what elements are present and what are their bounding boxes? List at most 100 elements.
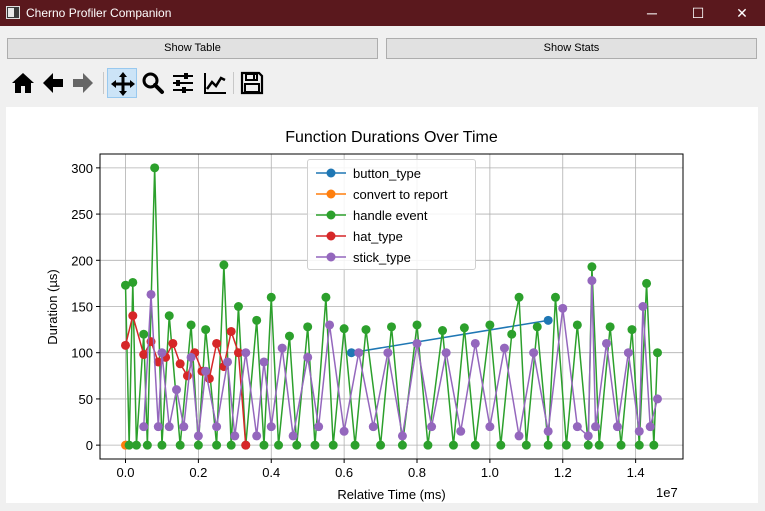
data-point: [529, 348, 539, 358]
data-point: [266, 422, 276, 432]
y-tick-label: 250: [71, 207, 93, 222]
data-point: [591, 422, 601, 432]
data-point: [514, 292, 524, 302]
legend-swatch: [316, 168, 346, 178]
data-point: [314, 422, 324, 432]
data-point: [277, 343, 287, 353]
data-point: [561, 440, 571, 450]
legend-swatch: [316, 210, 346, 220]
data-point: [354, 348, 364, 358]
close-button[interactable]: ✕: [736, 5, 748, 21]
data-point: [638, 302, 648, 311]
data-point: [634, 440, 644, 450]
data-point: [241, 348, 251, 358]
y-tick-label: 0: [86, 438, 93, 453]
data-point: [448, 440, 458, 450]
save-button[interactable]: [237, 68, 267, 98]
data-point: [387, 322, 396, 332]
chart-title: Function Durations Over Time: [285, 129, 498, 146]
y-tick-label: 300: [71, 161, 93, 176]
zoom-button[interactable]: [138, 68, 168, 98]
show-table-button[interactable]: Show Table: [7, 38, 378, 59]
data-point: [146, 289, 156, 299]
data-point: [412, 338, 422, 348]
data-point: [142, 440, 152, 450]
data-point: [459, 323, 469, 333]
data-point: [543, 315, 553, 325]
data-point: [274, 440, 284, 450]
data-point: [128, 311, 138, 321]
legend-swatch: [316, 231, 346, 241]
data-point: [233, 302, 243, 311]
data-point: [212, 440, 222, 450]
data-point: [186, 352, 196, 362]
data-point: [153, 422, 163, 432]
back-button[interactable]: [38, 68, 68, 98]
data-point: [368, 422, 378, 432]
data-point: [321, 292, 331, 302]
legend-label: button_type: [353, 166, 421, 181]
legend-item: convert to report: [316, 184, 476, 204]
data-point: [325, 320, 335, 330]
data-point: [252, 315, 262, 325]
data-point: [587, 276, 597, 286]
home-button[interactable]: [8, 68, 38, 98]
data-point: [496, 440, 506, 450]
data-point: [514, 431, 524, 441]
data-point: [241, 440, 251, 450]
data-point: [350, 440, 360, 450]
data-point: [157, 348, 167, 358]
data-point: [397, 431, 407, 441]
data-point: [616, 440, 626, 450]
forward-button[interactable]: [68, 68, 98, 98]
data-point: [470, 440, 480, 450]
data-point: [397, 440, 407, 450]
data-point: [438, 326, 448, 336]
window-title: Cherno Profiler Companion: [26, 6, 172, 20]
data-point: [339, 324, 349, 334]
configure-subplots-button[interactable]: [168, 68, 198, 98]
data-point: [623, 348, 633, 358]
data-point: [532, 322, 542, 332]
pan-button[interactable]: [107, 68, 137, 98]
title-bar: Cherno Profiler Companion ─ ☐ ✕: [0, 0, 765, 26]
data-point: [346, 348, 356, 358]
data-point: [605, 322, 615, 332]
data-point: [594, 440, 604, 450]
data-point: [383, 348, 393, 358]
data-point: [412, 320, 422, 330]
data-point: [376, 440, 386, 450]
home-icon: [12, 73, 34, 93]
forward-arrow-icon: [73, 73, 93, 93]
data-point: [230, 431, 240, 441]
data-point: [139, 422, 149, 432]
data-point: [470, 338, 480, 348]
data-point: [131, 440, 141, 450]
data-point: [485, 320, 495, 330]
data-point: [288, 431, 298, 441]
data-point: [587, 262, 597, 272]
edit-axes-button[interactable]: [200, 68, 230, 98]
data-point: [627, 325, 637, 335]
data-point: [226, 326, 236, 336]
legend: button_type convert to report handle event…: [307, 159, 476, 270]
data-point: [124, 440, 134, 450]
data-point: [583, 440, 593, 450]
x-axis-label: Relative Time (ms): [337, 487, 446, 502]
data-point: [139, 350, 149, 360]
legend-item: hat_type: [316, 226, 476, 246]
data-point: [310, 440, 320, 450]
data-point: [652, 394, 662, 404]
show-stats-button[interactable]: Show Stats: [386, 38, 757, 59]
minimize-button[interactable]: ─: [647, 5, 657, 21]
y-tick-label: 50: [79, 392, 93, 407]
legend-label: convert to report: [353, 187, 448, 202]
data-point: [649, 440, 659, 450]
data-point: [186, 320, 196, 330]
data-point: [642, 278, 652, 288]
maximize-button[interactable]: ☐: [691, 5, 705, 21]
data-point: [583, 431, 593, 441]
data-point: [139, 329, 149, 339]
legend-item: stick_type: [316, 247, 476, 267]
